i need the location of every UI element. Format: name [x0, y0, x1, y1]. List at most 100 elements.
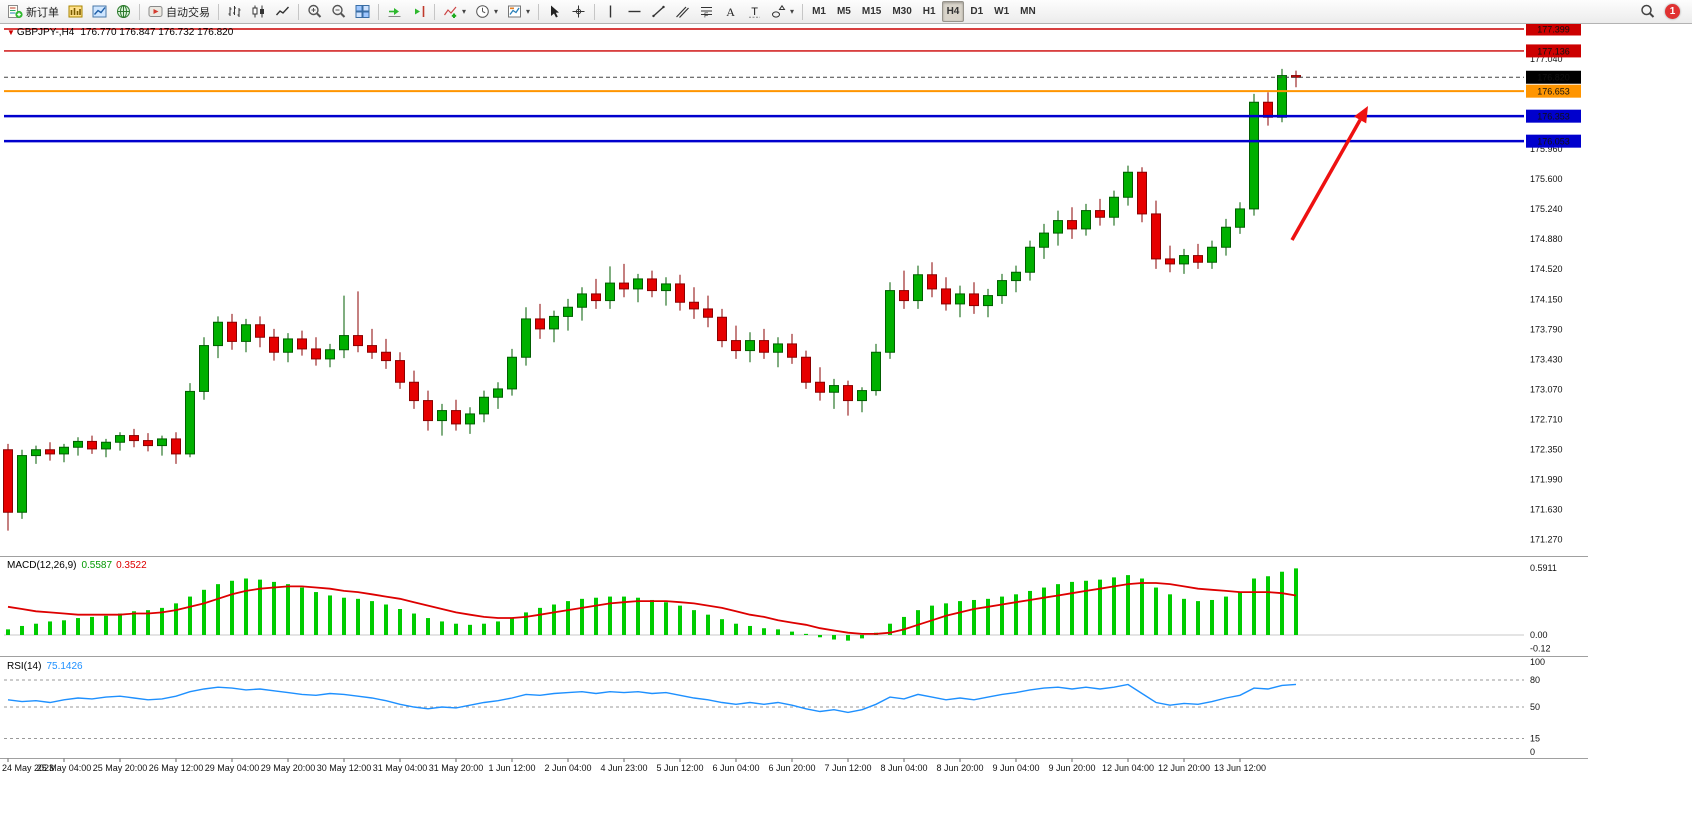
timeframe-M1-button[interactable]: M1 — [812, 6, 826, 17]
line-chart-mode-button[interactable] — [271, 1, 294, 22]
candle — [661, 277, 671, 306]
candle — [129, 428, 139, 448]
dropdown-arrow-icon[interactable]: ▾ — [494, 7, 499, 16]
macd-signal-line — [7, 582, 1297, 635]
text-icon: A — [723, 4, 738, 19]
candle — [1179, 248, 1189, 274]
periods-button[interactable]: ▾ — [471, 1, 502, 22]
candle — [801, 350, 811, 389]
timeframe-M15-button[interactable]: M15 — [861, 6, 882, 17]
candle — [479, 390, 489, 423]
pane-separators[interactable] — [0, 556, 1588, 759]
timeframe-W1-button[interactable]: W1 — [994, 6, 1010, 17]
crosshair-button[interactable] — [567, 1, 590, 22]
new-order-button[interactable]: 新订单 — [4, 1, 63, 22]
candle — [1249, 93, 1259, 216]
arrows-button[interactable]: ▾ — [767, 1, 798, 22]
candle — [1053, 210, 1063, 246]
candle — [1235, 202, 1245, 234]
cursor-button[interactable] — [543, 1, 566, 22]
candle — [549, 310, 559, 343]
rsi-pane: 100 80 50 15 0 — [4, 657, 1545, 757]
time-axis-label: 26 May 12:00 — [149, 763, 204, 773]
search-icon[interactable] — [1640, 4, 1655, 19]
bar-chart-mode-button[interactable] — [223, 1, 246, 22]
candle — [591, 278, 601, 309]
time-axis-label: 4 Jun 23:00 — [600, 763, 647, 773]
vertical-line-button[interactable] — [599, 1, 622, 22]
candle — [521, 307, 531, 366]
indicators-button[interactable]: ▾ — [439, 1, 470, 22]
price-tick-label: 174.520 — [1530, 264, 1563, 274]
chart-title: ▼ GBPJPY-,H4 176.770 176.847 176.732 176.8… — [7, 27, 233, 38]
candle — [857, 387, 867, 413]
chart-shift-button[interactable] — [407, 1, 430, 22]
price-badge: 176.653 — [1526, 84, 1581, 98]
svg-text:T: T — [751, 6, 758, 18]
chart-window[interactable]: 177.040 175.960 175.600 175.240 174.880 174.5… — [0, 24, 1692, 839]
timeframe-D1-button[interactable]: D1 — [970, 6, 984, 17]
text-button[interactable]: A — [719, 1, 742, 22]
time-axis-label: 25 May 20:00 — [93, 763, 148, 773]
equidistant-channel-button[interactable] — [671, 1, 694, 22]
candlestick-mode-button[interactable] — [247, 1, 270, 22]
candle — [115, 432, 125, 451]
timeframe-M5-button[interactable]: M5 — [836, 6, 851, 17]
fibonacci-button[interactable]: F — [695, 1, 718, 22]
candle — [745, 332, 755, 363]
toolbar-separator — [434, 3, 435, 20]
candle — [199, 337, 209, 400]
price-tick-label: 172.350 — [1530, 445, 1563, 455]
trendline-button[interactable] — [647, 1, 670, 22]
timeframe-H4-button[interactable]: H4 — [941, 1, 965, 22]
trend-arrow[interactable] — [1290, 106, 1368, 241]
price-badge: 176.353 — [1526, 109, 1581, 123]
templates-button[interactable]: ▾ — [503, 1, 534, 22]
timeframe-H1-button[interactable]: H1 — [922, 6, 936, 17]
tile-windows-button[interactable] — [351, 1, 374, 22]
candle — [157, 435, 167, 456]
candle — [675, 274, 685, 311]
candle — [647, 270, 657, 298]
zoom-out-button[interactable] — [327, 1, 350, 22]
autotrading-button[interactable]: 自动交易 — [144, 1, 214, 22]
timeframe-M30-button[interactable]: M30 — [892, 6, 912, 17]
profiles-button[interactable] — [88, 1, 111, 22]
chart-shift-icon — [411, 4, 426, 19]
candle — [1291, 70, 1301, 88]
auto-scroll-button[interactable] — [383, 1, 406, 22]
channel-icon — [675, 4, 690, 19]
market-watch-button[interactable] — [112, 1, 135, 22]
price-tick-label: 171.270 — [1530, 535, 1563, 545]
symbol-marker-icon[interactable]: ▼ — [7, 28, 15, 37]
candle — [297, 330, 307, 356]
text-label-button[interactable]: T — [743, 1, 766, 22]
timeframe-MN-button[interactable]: MN — [1020, 6, 1036, 17]
candle — [535, 303, 545, 339]
horizontal-line-button[interactable] — [623, 1, 646, 22]
new-order-icon — [8, 4, 23, 19]
dropdown-arrow-icon[interactable]: ▾ — [790, 7, 795, 16]
time-axis-label: 8 Jun 20:00 — [936, 763, 983, 773]
dropdown-arrow-icon[interactable]: ▾ — [526, 7, 531, 16]
time-axis-label: 12 Jun 20:00 — [1158, 763, 1210, 773]
notification-badge[interactable]: 1 — [1665, 4, 1680, 19]
candle — [1039, 223, 1049, 259]
zoom-in-button[interactable] — [303, 1, 326, 22]
time-axis-label: 6 Jun 20:00 — [768, 763, 815, 773]
time-axis-label: 29 May 04:00 — [205, 763, 260, 773]
price-axis[interactable]: 177.040 175.960 175.600 175.240 174.880 174.5… — [1530, 54, 1563, 545]
dropdown-arrow-icon[interactable]: ▾ — [462, 7, 467, 16]
candle — [3, 443, 13, 531]
price-badge: 176.053 — [1526, 134, 1581, 148]
new-chart-button[interactable] — [64, 1, 87, 22]
svg-text:176.353: 176.353 — [1537, 112, 1570, 122]
candle — [787, 333, 797, 364]
time-axis-label: 5 Jun 12:00 — [656, 763, 703, 773]
zoom-out-icon — [331, 4, 346, 19]
price-badge: 177.136 — [1526, 44, 1581, 58]
candle — [423, 390, 433, 431]
vline-icon — [603, 4, 618, 19]
price-badge: 177.399 — [1526, 24, 1581, 36]
